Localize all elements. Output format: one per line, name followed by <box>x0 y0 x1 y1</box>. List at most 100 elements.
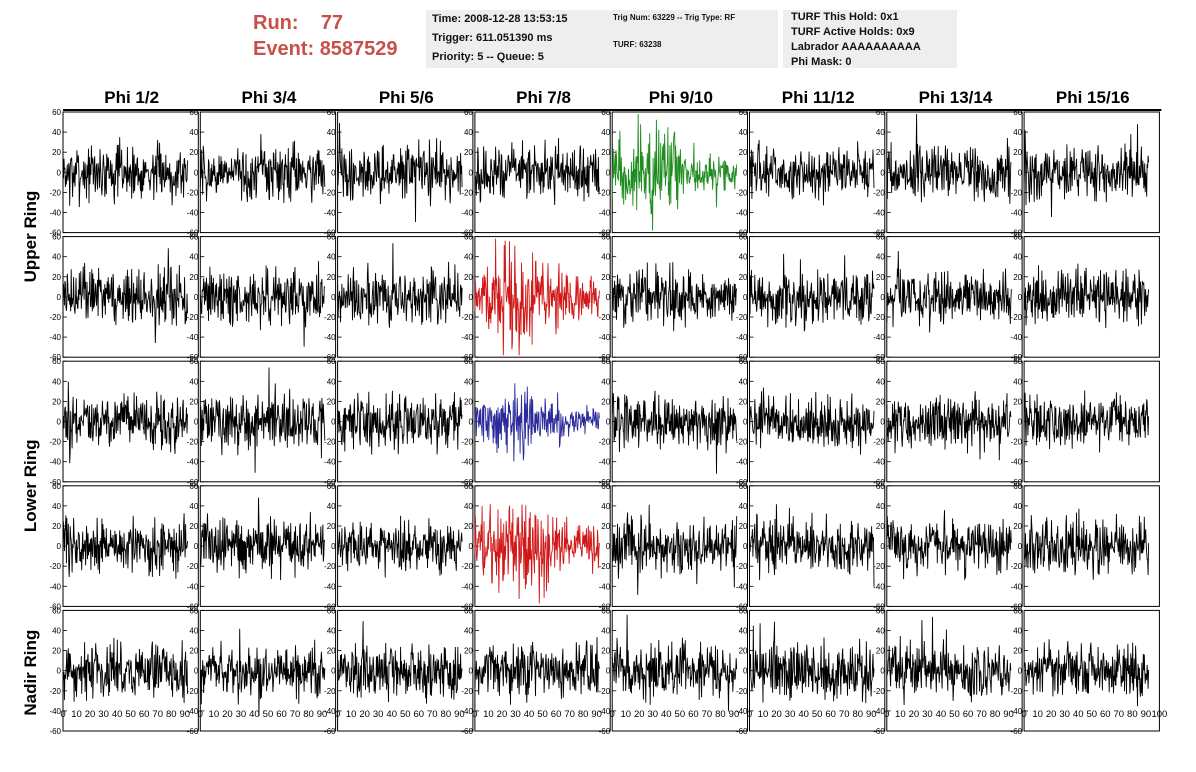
y-tick-label: 0 <box>880 667 885 676</box>
y-tick-label: -60 <box>49 727 61 736</box>
x-tick-label: 60 <box>276 709 287 720</box>
y-tick-label: -40 <box>49 458 61 467</box>
y-tick-label: -60 <box>599 353 611 362</box>
turf-info-box: TURF This Hold: 0x1 TURF Active Holds: 0… <box>783 10 957 68</box>
y-tick-label: 60 <box>1013 108 1022 117</box>
waveform-trace <box>1023 390 1150 453</box>
y-tick-label: 60 <box>464 233 473 242</box>
y-tick-label: -40 <box>49 582 61 591</box>
y-tick-label: -40 <box>461 458 473 467</box>
y-tick-label: 20 <box>52 647 61 656</box>
turf-hold-line: TURF This Hold: 0x1 <box>791 11 899 23</box>
y-tick-label: 20 <box>876 273 885 282</box>
y-tick-label: 60 <box>464 357 473 366</box>
y-tick-label: 60 <box>876 233 885 242</box>
y-tick-label: 60 <box>601 233 610 242</box>
x-tick-label: 30 <box>1059 709 1070 720</box>
y-tick-label: 0 <box>57 542 62 551</box>
x-tick-label: 40 <box>524 709 535 720</box>
waveform-panel: -60 -40 -20 0 20 40 60 <box>736 108 886 238</box>
y-tick-label: -20 <box>1011 313 1023 322</box>
x-tick-label: 90 <box>866 709 877 720</box>
x-tick-label: 90 <box>1141 709 1152 720</box>
waveform-trace <box>62 137 188 208</box>
y-tick-label: 60 <box>464 108 473 117</box>
y-tick-label: -20 <box>49 313 61 322</box>
y-tick-label: 40 <box>464 627 473 636</box>
labrador-line: Labrador AAAAAAAAAA <box>791 41 921 53</box>
y-tick-label: 20 <box>327 522 336 531</box>
trig-info-box: Trig Num: 63229 -- Trig Type: RF TURF: 6… <box>605 10 778 68</box>
y-tick-label: -40 <box>873 707 885 716</box>
y-tick-label: -20 <box>599 188 611 197</box>
column-header: Phi 1/2 <box>104 88 159 107</box>
y-tick-label: 20 <box>739 273 748 282</box>
y-tick-label: -60 <box>873 229 885 238</box>
x-tick-label: 0 <box>472 709 477 720</box>
waveform-trace <box>62 513 188 579</box>
waveform-trace <box>199 261 326 347</box>
y-tick-label: 60 <box>189 108 198 117</box>
y-tick-label: -60 <box>49 229 61 238</box>
y-tick-label: -60 <box>599 229 611 238</box>
waveform-panel: -60 -40 -20 0 20 40 60 <box>736 606 886 736</box>
y-tick-label: 20 <box>189 273 198 282</box>
y-tick-label: -60 <box>461 602 473 611</box>
y-tick-label: 60 <box>327 482 336 491</box>
y-tick-label: 0 <box>743 418 748 427</box>
y-tick-label: -20 <box>461 438 473 447</box>
y-tick-label: -20 <box>187 188 199 197</box>
x-tick-label: 50 <box>949 709 960 720</box>
x-tick-label: 30 <box>785 709 796 720</box>
y-tick-label: -60 <box>461 229 473 238</box>
column-header: Phi 15/16 <box>1056 88 1130 107</box>
y-tick-label: 20 <box>876 148 885 157</box>
waveform-trace <box>611 113 738 231</box>
y-tick-label: -20 <box>324 313 336 322</box>
y-tick-label: -40 <box>187 458 199 467</box>
y-tick-label: -40 <box>187 707 199 716</box>
y-tick-label: 40 <box>739 253 748 262</box>
y-tick-label: -60 <box>736 353 748 362</box>
run-event-block: Run: 77 Event: 8587529 <box>253 10 398 62</box>
y-tick-label: 0 <box>743 667 748 676</box>
y-tick-label: -40 <box>324 209 336 218</box>
y-tick-label: -20 <box>736 188 748 197</box>
y-tick-label: 20 <box>52 148 61 157</box>
x-tick-label: 40 <box>1073 709 1084 720</box>
time-line: Time: 2008-12-28 13:53:15 <box>432 13 568 25</box>
x-tick-label: 20 <box>634 709 645 720</box>
x-tick-label: 60 <box>551 709 562 720</box>
y-tick-label: -60 <box>324 602 336 611</box>
y-tick-label: -20 <box>736 562 748 571</box>
y-tick-label: 20 <box>1013 522 1022 531</box>
y-tick-label: 60 <box>739 606 748 615</box>
y-tick-label: 20 <box>52 273 61 282</box>
y-tick-label: 60 <box>876 357 885 366</box>
y-tick-label: 0 <box>1018 667 1023 676</box>
y-tick-label: 60 <box>739 108 748 117</box>
x-tick-label: 90 <box>454 709 465 720</box>
y-tick-label: 60 <box>876 108 885 117</box>
waveform-trace <box>1023 639 1150 707</box>
waveform-trace <box>886 510 1012 581</box>
x-tick-label: 10 <box>1032 709 1043 720</box>
y-tick-label: -40 <box>1011 707 1023 716</box>
y-tick-label: 40 <box>327 377 336 386</box>
y-tick-label: -60 <box>599 727 611 736</box>
waveform-trace <box>749 139 875 206</box>
x-tick-label: 0 <box>1021 709 1026 720</box>
y-tick-label: -40 <box>873 458 885 467</box>
waveform-panel: -60 -40 -20 0 20 40 60 <box>599 357 749 487</box>
x-tick-label: 80 <box>852 709 863 720</box>
y-tick-label: -20 <box>736 313 748 322</box>
y-tick-label: -40 <box>736 333 748 342</box>
waveform-trace <box>474 238 600 356</box>
y-tick-label: 0 <box>468 667 473 676</box>
y-tick-label: 0 <box>606 667 611 676</box>
x-tick-label: 30 <box>373 709 384 720</box>
y-tick-label: -40 <box>1011 582 1023 591</box>
y-tick-label: -60 <box>461 727 473 736</box>
y-tick-label: 20 <box>327 148 336 157</box>
